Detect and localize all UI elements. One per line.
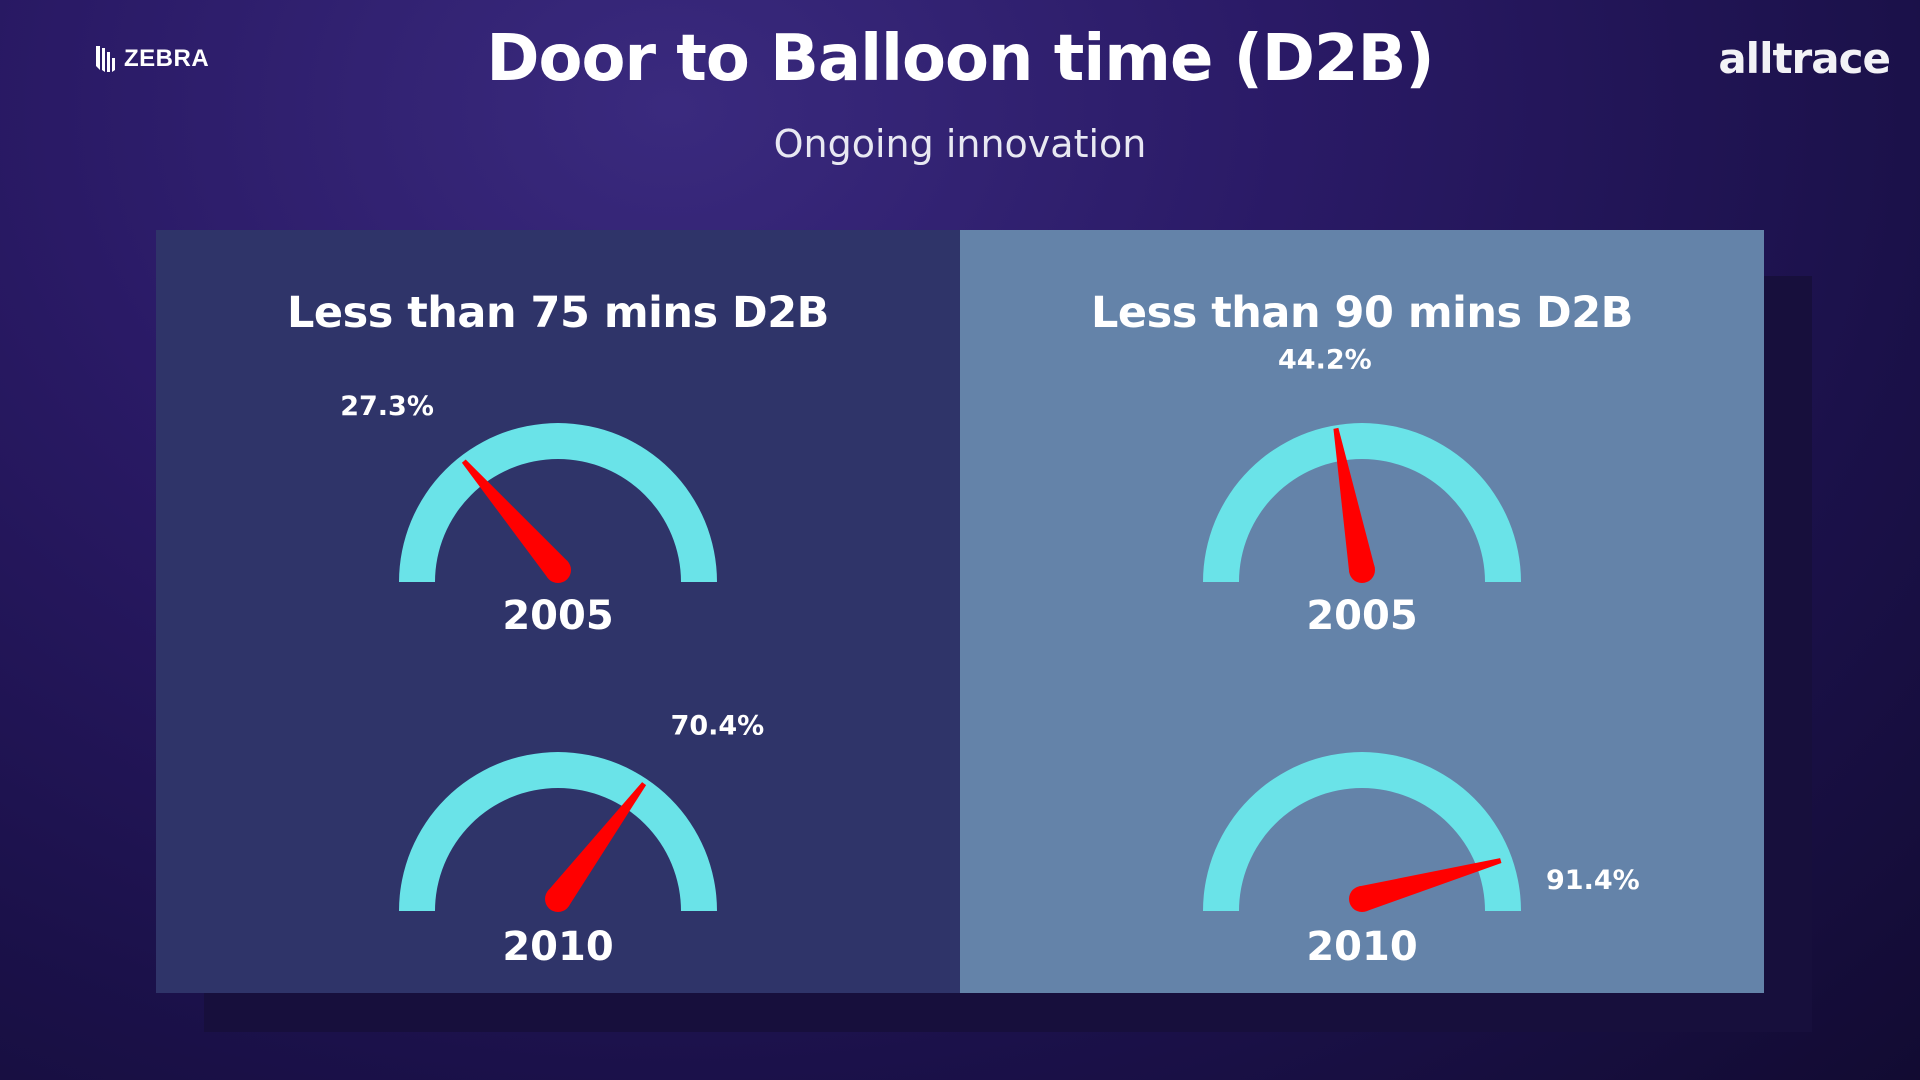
gauge-90-2005: 44.2% 2005 [1203, 344, 1521, 639]
gauges-75-mins: 27.3% 2005 70.4% 2010 [340, 391, 764, 970]
gauge-value-label: 27.3% [340, 391, 434, 422]
gauge-arc [399, 423, 717, 582]
gauge-arc [1203, 752, 1521, 911]
panel-75-mins: Less than 75 mins D2B 27.3% 2005 70.4% 2… [156, 230, 960, 993]
gauge-value-label: 91.4% [1546, 865, 1640, 896]
gauge-needle [461, 459, 568, 579]
panel-90-mins: Less than 90 mins D2B 44.2% 2005 91.4% 2… [960, 230, 1764, 993]
panel-title-75-mins: Less than 75 mins D2B [287, 288, 829, 338]
alltrace-logo: alltrace [1718, 34, 1891, 83]
gauge-year-label: 2010 [1306, 924, 1417, 970]
zebra-head-icon [96, 46, 115, 72]
panel-title-90-mins: Less than 90 mins D2B [1091, 288, 1633, 338]
page-subtitle: Ongoing innovation [773, 122, 1147, 166]
gauge-value-label: 70.4% [671, 711, 765, 742]
gauge-hub [1349, 886, 1375, 912]
gauge-year-label: 2010 [502, 924, 613, 970]
gauge-year-label: 2005 [1306, 593, 1417, 639]
gauge-needle [547, 782, 647, 907]
gauge-90-2010: 91.4% 2010 [1203, 752, 1640, 970]
gauge-needle [1333, 427, 1375, 573]
gauge-75-2005: 27.3% 2005 [340, 391, 717, 639]
gauge-year-label: 2005 [502, 593, 613, 639]
zebra-logo: ZEBRA [92, 44, 209, 74]
gauge-needle [1358, 858, 1502, 912]
page-title: Door to Balloon time (D2B) [486, 22, 1434, 96]
gauge-hub [1349, 557, 1375, 583]
gauge-hub [545, 886, 571, 912]
gauge-hub [545, 557, 571, 583]
gauge-75-2010: 70.4% 2010 [399, 711, 764, 970]
gauges-90-mins: 44.2% 2005 91.4% 2010 [1203, 344, 1640, 970]
gauge-value-label: 44.2% [1278, 344, 1372, 375]
gauge-arc [1203, 423, 1521, 582]
zebra-logo-text: ZEBRA [124, 45, 210, 72]
